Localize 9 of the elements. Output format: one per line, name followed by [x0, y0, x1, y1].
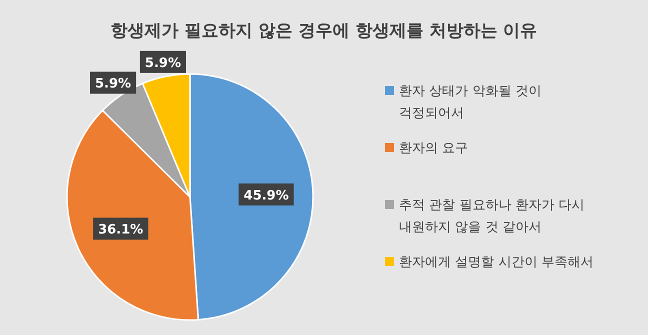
data-label: 5.9%	[95, 76, 132, 92]
legend-label: 환자 상태가 악화될 것이 걱정되어서	[399, 84, 542, 121]
data-label: 5.9%	[144, 56, 181, 71]
data-label: 36.1%	[98, 222, 144, 238]
data-label: 45.9%	[244, 188, 289, 204]
legend-label: 환자에게 설명할 시간이 부족해서	[399, 255, 594, 270]
legend-label: 환자의 요구	[399, 141, 468, 156]
legend-label: 추적 관찰 필요하나 환자가 다시 내원하지 않을 것 같아서	[399, 198, 585, 235]
chart-title: 항생제가 필요하지 않은 경우에 항생제를 처방하는 이유	[110, 21, 538, 41]
